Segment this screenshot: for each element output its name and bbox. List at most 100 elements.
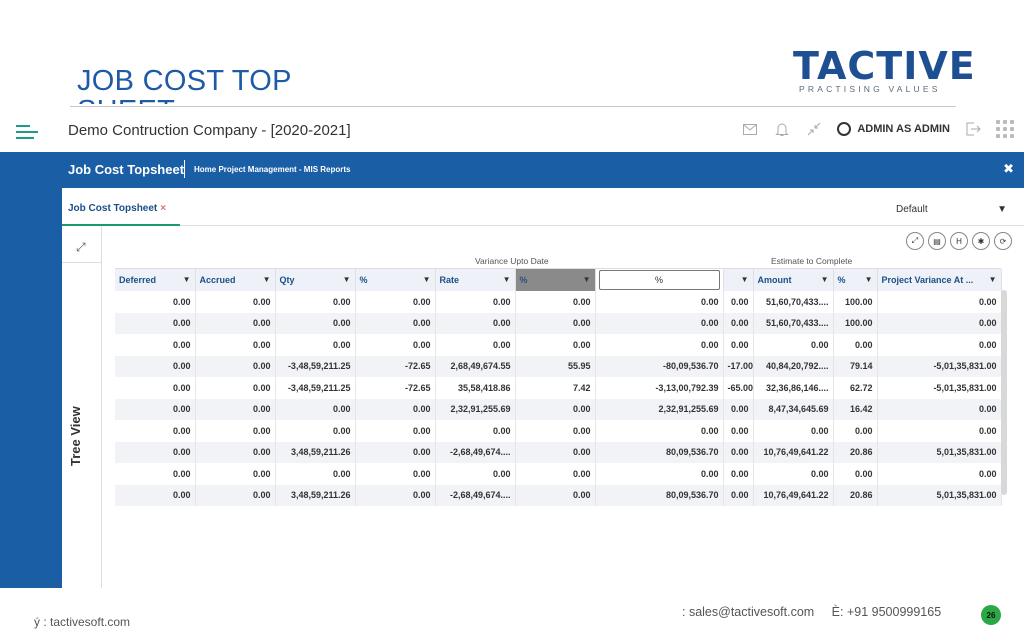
tab-close-icon[interactable]: × [160,203,167,214]
table-cell: 0.00 [753,420,834,442]
appbar-actions: ADMIN AS ADMIN [741,120,1014,138]
table-cell: 0.00 [115,355,196,377]
table-row[interactable]: 0.00 0.00 0.00 0.00 0.00 0.00 0.00 0.00 51,60,70… [115,312,1002,334]
col-blank[interactable]: ▼ [723,269,754,291]
col-rate-percent[interactable]: % ▼ [515,269,596,291]
tree-view-panel[interactable]: ⤢ Tree View [62,226,102,588]
col-project-variance[interactable]: Project Variance At ... ▼ [877,269,1002,291]
table-cell: -72.65 [355,377,436,399]
table-cell: -5,01,35,831.00 [877,355,1002,377]
table-row[interactable]: 0.00 0.00 0.00 0.00 0.00 0.00 0.00 0.00 51,60,70… [115,291,1002,313]
filter-icon[interactable]: ▼ [342,275,351,284]
user-menu[interactable]: ADMIN AS ADMIN [837,122,950,136]
table-cell: 0.00 [723,334,754,356]
expand-icon[interactable]: ⤢ [906,232,924,250]
table-cell: -5,01,35,831.00 [877,377,1002,399]
table-cell: 35,58,418.86 [435,377,516,399]
mail-icon[interactable] [741,120,759,138]
table-row[interactable]: 0.00 0.00 0.00 0.00 0.00 0.00 0.00 0.00 0.00 0.00… [115,334,1002,356]
table-cell: 0.00 [595,291,724,313]
export-icon[interactable]: ▤ [928,232,946,250]
filter-icon[interactable]: ▼ [864,275,873,284]
table-cell: 0.00 [275,463,356,485]
table-cell: 80,09,536.70 [595,441,724,463]
tab-bar: Job Cost Topsheet × Default ▼ [62,188,1024,226]
breadcrumb[interactable]: Home Project Management - MIS Reports [194,165,351,174]
table-row[interactable]: 0.00 0.00 0.00 0.00 2,32,91,255.69 0.00 2,32,9… [115,398,1002,420]
table-row[interactable]: 0.00 0.00 3,48,59,211.26 0.00 -2,68,49,674..… [115,441,1002,463]
table-cell: -3,13,00,792.39 [595,377,724,399]
table-row[interactable]: 0.00 0.00 0.00 0.00 0.00 0.00 0.00 0.00 0.00 0.00… [115,420,1002,442]
compress-icon[interactable] [805,120,823,138]
table-cell: 0.00 [115,291,196,313]
filter-icon[interactable]: ▼ [502,275,511,284]
col-accrued[interactable]: Accrued ▼ [195,269,276,291]
grid-body: 0.00 0.00 0.00 0.00 0.00 0.00 0.00 0.00 51,60,70… [115,291,1002,506]
logout-icon[interactable] [964,120,982,138]
table-cell: 0.00 [595,312,724,334]
slide-title: JOB COST TOP SHEET [77,66,377,104]
table-cell: 80,09,536.70 [595,484,724,506]
col-qty[interactable]: Qty ▼ [275,269,356,291]
filter-icon[interactable]: ▼ [422,275,431,284]
chevron-down-icon: ▼ [997,203,1007,215]
table-cell: 55.95 [515,355,596,377]
table-cell: 0.00 [195,441,276,463]
table-cell: 8,47,34,645.69 [753,398,834,420]
filter-icon[interactable]: ▼ [262,275,271,284]
filter-icon[interactable]: ▼ [740,275,749,284]
table-row[interactable]: 0.00 0.00 -3,48,59,211.25 -72.65 35,58,418.8… [115,377,1002,399]
table-row[interactable]: 0.00 0.00 3,48,59,211.26 0.00 -2,68,49,674..… [115,484,1002,506]
table-cell: -3,48,59,211.25 [275,355,356,377]
table-cell: 0.00 [355,312,436,334]
table-cell: 0.00 [877,420,1002,442]
table-row[interactable]: 0.00 0.00 0.00 0.00 0.00 0.00 0.00 0.00 0.00 0.00… [115,463,1002,485]
refresh-icon[interactable]: ⟳ [994,232,1012,250]
table-cell: 0.00 [723,312,754,334]
table-cell: 0.00 [195,377,276,399]
header-icon[interactable]: H [950,232,968,250]
col-qty-percent[interactable]: % ▼ [355,269,436,291]
filter-icon[interactable]: ▼ [582,275,591,284]
table-cell: 10,76,49,641.22 [753,441,834,463]
expand-arrow-icon[interactable]: ⤢ [76,240,86,254]
grid-scrollbar[interactable] [1001,290,1007,495]
table-cell: 0.00 [753,334,834,356]
col-filter-input[interactable]: % [595,269,724,291]
tab-job-cost-topsheet[interactable]: Job Cost Topsheet × [62,188,180,226]
table-cell: 0.00 [515,398,596,420]
footer-website: ý : tactivesoft.com [34,615,131,629]
apps-grid-icon[interactable] [996,120,1014,138]
panel-header: Job Cost Topsheet Home Project Managemen… [0,152,1024,188]
col-amount-percent[interactable]: % ▼ [833,269,878,291]
group-header-estimate: Estimate to Complete [771,256,853,266]
table-cell: 0.00 [195,463,276,485]
settings-icon[interactable]: ✱ [972,232,990,250]
table-cell: 0.00 [275,420,356,442]
filter-icon[interactable]: ▼ [820,275,829,284]
table-cell: -65.00 [723,377,754,399]
column-filter-input[interactable]: % [598,270,720,290]
table-cell: 0.00 [877,398,1002,420]
table-cell: 79.14 [833,355,878,377]
menu-icon[interactable] [16,125,38,141]
bell-icon[interactable] [773,120,791,138]
filter-icon[interactable]: ▼ [182,275,191,284]
tab-label: Job Cost Topsheet [68,203,158,214]
table-cell: 0.00 [195,334,276,356]
table-cell: 0.00 [115,312,196,334]
close-icon[interactable]: ✖ [1003,161,1014,176]
user-name: ADMIN AS ADMIN [857,123,950,135]
filter-icon[interactable]: ▼ [988,275,997,284]
table-cell: 20.86 [833,441,878,463]
table-row[interactable]: 0.00 0.00 -3,48,59,211.25 -72.65 2,68,49,674… [115,355,1002,377]
col-amount[interactable]: Amount ▼ [753,269,834,291]
user-icon [837,122,852,136]
footer-email: : sales@tactivesoft.com [682,605,815,619]
col-rate[interactable]: Rate ▼ [435,269,516,291]
table-cell: 2,68,49,674.55 [435,355,516,377]
table-cell: 2,32,91,255.69 [595,398,724,420]
col-deferred[interactable]: Deferred ▼ [115,269,196,291]
view-select[interactable]: Default ▼ [894,198,1009,220]
group-header-row: Variance Upto Date Estimate to Complete [115,252,1001,269]
